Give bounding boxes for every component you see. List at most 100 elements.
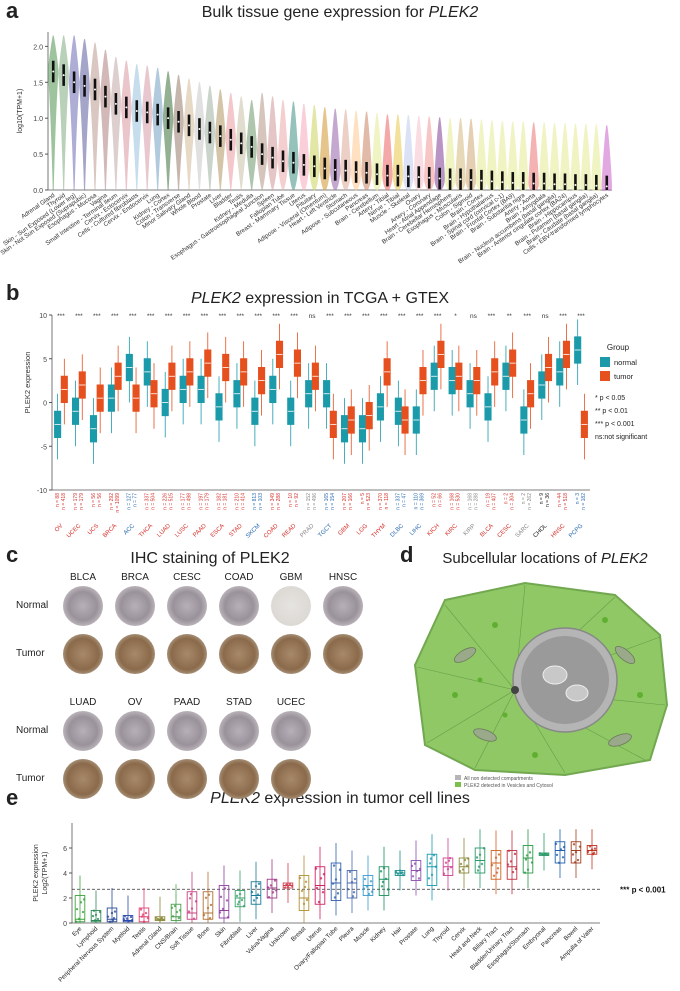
a-median — [532, 182, 535, 185]
a-median — [386, 174, 389, 177]
b-n-normal: n = 9 — [539, 493, 545, 504]
a-median — [146, 111, 149, 114]
e-point — [140, 915, 144, 918]
b-significance: *** — [290, 313, 298, 320]
e-point — [252, 899, 256, 902]
b-n-tumor: n = 66 — [438, 493, 444, 507]
ihc-disc-normal — [115, 586, 155, 626]
e-point — [459, 862, 463, 866]
a-median — [313, 165, 316, 168]
a-median — [511, 181, 514, 184]
b-n-normal: n = 182 — [216, 493, 222, 510]
ihc-disc-normal — [115, 711, 155, 751]
e-point — [413, 862, 417, 865]
ihc-disc-tumor — [115, 634, 155, 674]
e-point — [526, 868, 530, 871]
b-category-label: SARC — [515, 523, 532, 540]
b-n-tumor: n = 523 — [366, 493, 372, 510]
a-median — [156, 113, 159, 116]
e-point — [427, 877, 431, 880]
e-point — [171, 915, 175, 918]
b-category-label: LIHC — [409, 523, 423, 537]
e-point — [236, 903, 240, 906]
a-violin — [267, 96, 278, 192]
e-point — [130, 919, 134, 922]
b-n-normal: n = 210 — [234, 493, 240, 510]
ihc-col-label: UCEC — [276, 697, 306, 708]
a-median — [605, 185, 608, 188]
a-violin — [89, 42, 101, 191]
a-violin — [152, 67, 163, 191]
e-point — [235, 894, 239, 898]
e-point — [434, 865, 438, 868]
e-point — [363, 877, 367, 881]
b-n-tumor: n = 530 — [456, 493, 462, 510]
a-box — [553, 173, 556, 190]
b-n-normal: n = 88 — [55, 493, 61, 507]
e-point — [559, 848, 563, 851]
e-category-label: Hair — [390, 925, 403, 938]
panel-letter-a: a — [6, 0, 19, 23]
e-point — [192, 917, 196, 920]
b-significance: *** — [219, 313, 227, 320]
e-point — [410, 864, 414, 868]
e-point — [586, 850, 590, 854]
e-point — [266, 886, 270, 889]
e-point — [319, 877, 323, 880]
b-n-tumor: n = 288 — [276, 493, 282, 510]
b-category-label: LUAD — [156, 523, 172, 539]
e-point — [384, 877, 388, 881]
a-violin — [330, 108, 341, 191]
e-point — [74, 920, 78, 923]
a-median — [396, 174, 399, 177]
b-legend-title: Group — [607, 343, 630, 352]
b-category-label: DLBC — [390, 523, 406, 539]
b-significance: * — [454, 313, 457, 320]
ihc-disc-tumor — [167, 634, 207, 674]
a-median — [282, 160, 284, 163]
e-point — [144, 911, 148, 915]
a-box — [542, 172, 546, 190]
a-violin — [298, 103, 310, 191]
e-point — [91, 914, 95, 918]
e-ytick-label: 0 — [63, 921, 67, 928]
e-point — [79, 901, 83, 904]
e-point — [96, 917, 100, 921]
a-ytick-label: 1.0 — [33, 116, 43, 123]
a-median — [240, 142, 243, 145]
e-point — [444, 861, 448, 864]
e-point — [367, 892, 371, 896]
panel-letter-b: b — [6, 280, 20, 305]
b-n-normal: n = 337 — [396, 493, 402, 510]
b-n-normal: n = 52 — [432, 493, 438, 507]
e-point — [446, 868, 450, 871]
e-point — [302, 902, 306, 906]
e-point — [208, 916, 212, 920]
a-median — [459, 178, 462, 181]
a-median — [574, 183, 577, 186]
a-median — [543, 182, 546, 185]
e-point — [463, 858, 467, 862]
ihc-disc-normal — [219, 711, 259, 751]
a-violin — [361, 111, 372, 191]
ihc-disc-normal — [271, 711, 311, 751]
ihc-col-label: PAAD — [173, 697, 201, 708]
b-category-label: KICH — [427, 523, 441, 537]
e-point — [267, 896, 271, 899]
e-point — [492, 874, 496, 877]
e-point — [418, 867, 422, 871]
a-median — [125, 106, 128, 109]
b-n-tumor: n = 56 — [97, 493, 103, 507]
e-point — [110, 911, 114, 915]
e-point — [283, 886, 287, 889]
e-point — [207, 893, 211, 896]
e-point — [303, 885, 307, 889]
e-point — [507, 849, 511, 852]
b-category-label: READ — [281, 523, 298, 540]
b-n-normal: n = 337 — [145, 493, 151, 510]
b-significance: *** — [57, 313, 65, 320]
a-violin — [48, 35, 59, 191]
b-category-label: GBM — [337, 523, 351, 537]
e-box — [298, 875, 310, 911]
b-significance: ns — [470, 313, 478, 320]
